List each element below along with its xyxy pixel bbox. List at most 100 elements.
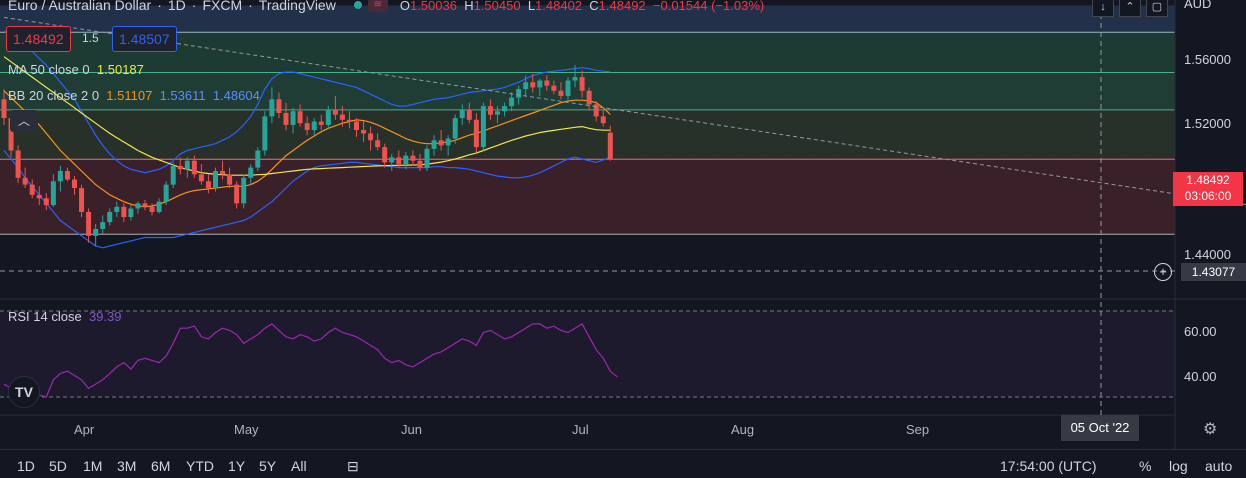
tradingview-logo-icon[interactable]: TV — [8, 376, 40, 408]
buy-button[interactable]: 1.48507 — [112, 26, 177, 52]
bb-legend[interactable]: BB 20 close 2 0 1.51107 1.53611 1.48604 — [8, 88, 260, 103]
spread-label: 1.5 — [82, 31, 99, 45]
candle — [227, 174, 233, 185]
date-range-icon[interactable]: ⊟ — [347, 458, 359, 474]
symbol-title[interactable]: Euro / Australian Dollar — [8, 0, 152, 13]
zone — [0, 32, 1175, 73]
candle — [234, 184, 240, 204]
candle — [382, 147, 388, 163]
time-tick: Apr — [74, 422, 95, 437]
candle — [410, 155, 416, 161]
range-1y-button[interactable]: 1Y — [228, 458, 246, 474]
candle — [403, 155, 409, 165]
candle — [64, 170, 70, 180]
candle — [389, 157, 395, 163]
market-status-icon[interactable] — [353, 1, 362, 9]
rsi-tick: 40.00 — [1184, 369, 1217, 384]
bottom-toolbar: 1D 5D 1M 3M 6M YTD 1Y 5Y All ⊟ 17:54:00 … — [0, 449, 1246, 478]
range-1d-button[interactable]: 1D — [17, 458, 35, 474]
currency-label: AUD — [1184, 0, 1212, 11]
candle — [128, 208, 134, 218]
rsi-band — [0, 311, 1175, 397]
wave-icon[interactable]: ≋ — [367, 0, 388, 12]
candle — [29, 184, 35, 195]
candle — [269, 99, 275, 117]
candle — [452, 118, 458, 139]
time-tick: Jun — [401, 422, 422, 437]
candle — [593, 104, 599, 117]
candle — [198, 174, 204, 182]
candle — [537, 80, 543, 88]
candle — [551, 85, 557, 91]
range-1m-button[interactable]: 1M — [83, 458, 103, 474]
settings-gear-icon[interactable]: ⚙ — [1203, 421, 1218, 438]
candle — [325, 109, 331, 125]
fullscreen-icon[interactable]: ▢ — [1146, 0, 1168, 17]
auto-toggle[interactable]: auto — [1205, 458, 1233, 474]
range-5y-button[interactable]: 5Y — [259, 458, 277, 474]
candle — [516, 89, 522, 98]
candle — [15, 150, 21, 178]
rsi-legend[interactable]: RSI 14 close 39.39 — [8, 309, 122, 324]
candle — [163, 184, 169, 202]
bb-upper-line — [3, 30, 611, 174]
candle — [86, 211, 92, 236]
candle — [114, 206, 120, 212]
bb-basis-line — [3, 90, 611, 208]
crosshair-date-label: 05 Oct '22 — [1061, 415, 1139, 441]
price-zones — [0, 5, 1175, 235]
range-all-button[interactable]: All — [291, 458, 307, 474]
candle — [241, 177, 247, 204]
candle — [121, 206, 127, 218]
candle — [424, 148, 430, 168]
candle — [100, 222, 106, 229]
candle — [396, 157, 402, 165]
candle — [177, 165, 183, 170]
candle — [36, 194, 42, 199]
candle — [311, 121, 317, 131]
percent-toggle[interactable]: % — [1139, 458, 1152, 474]
candle — [262, 116, 268, 151]
candle — [361, 130, 367, 134]
candle — [346, 119, 352, 122]
interval-label[interactable]: 1D — [167, 0, 186, 13]
price-tick: 1.52000 — [1184, 116, 1231, 131]
candle — [572, 77, 578, 81]
source-label: TradingView — [258, 0, 336, 13]
candle — [170, 165, 176, 185]
clock-label[interactable]: 17:54:00 (UTC) — [1000, 458, 1097, 474]
candle — [191, 160, 197, 175]
candle — [600, 116, 606, 124]
range-5d-button[interactable]: 5D — [49, 458, 67, 474]
candle — [438, 140, 444, 146]
rsi-line — [3, 323, 618, 398]
candle — [431, 140, 437, 149]
candle — [339, 114, 345, 120]
add-alert-icon[interactable]: + — [1154, 263, 1172, 281]
crosshair-price-label: 1.43077 — [1181, 263, 1246, 281]
bb-lower-value: 1.48604 — [212, 88, 260, 103]
rsi-pane — [0, 0, 1246, 449]
range-6m-button[interactable]: 6M — [151, 458, 171, 474]
candle — [459, 109, 465, 119]
chart-header: Euro / Australian Dollar · 1D · FXCM · T… — [8, 0, 764, 13]
collapse-legend-button[interactable]: ︿ — [10, 110, 38, 132]
candle — [607, 132, 613, 160]
range-3m-button[interactable]: 3M — [117, 458, 137, 474]
scroll-down-icon[interactable]: ↓ — [1092, 0, 1114, 17]
exchange-label: FXCM — [202, 0, 243, 13]
candle — [248, 167, 254, 178]
sell-button[interactable]: 1.48492 — [6, 26, 71, 52]
ohlc-readout: O1.50036 H1.50450 L1.48402 C1.48492 −0.0… — [400, 0, 764, 13]
log-toggle[interactable]: log — [1169, 458, 1188, 474]
candle — [50, 181, 56, 206]
ma-legend[interactable]: MA 50 close 0 1.50187 — [8, 62, 144, 77]
candle — [523, 82, 529, 90]
range-ytd-button[interactable]: YTD — [186, 458, 214, 474]
collapse-icon[interactable]: ⌃ — [1119, 0, 1141, 17]
price-tick: 1.56000 — [1184, 52, 1231, 67]
ma-line — [3, 56, 611, 176]
candle — [57, 170, 63, 182]
candle — [495, 111, 500, 115]
